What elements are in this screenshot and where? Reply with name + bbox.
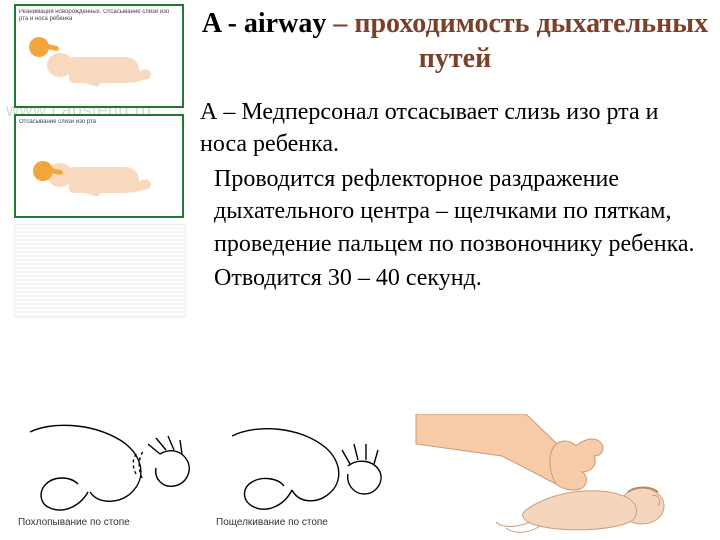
suction-bulb-icon: [33, 161, 53, 181]
panel-1-caption: Реанимация новорожденных. Отсасывание сл…: [19, 9, 179, 27]
panel-2-image: [19, 139, 179, 213]
slide-title: A - airway – проходимость дыхательных пу…: [200, 6, 710, 76]
lead-rest: Медперсонал отсасывает слизь изо рта и н…: [200, 99, 658, 157]
sketch-1-label: Похлопывание по стопе: [18, 517, 130, 528]
sketch-heel-flick: Пощелкивание по стопе: [208, 414, 398, 532]
suction-bulb-icon: [29, 37, 49, 57]
panel-1: Реанимация новорожденных. Отсасывание сл…: [14, 4, 184, 108]
slide-page: A - airway – проходимость дыхательных пу…: [0, 0, 720, 540]
sketch-heel-pat: Похлопывание по стопе: [10, 414, 200, 532]
title-part2: – проходимость дыхательных путей: [326, 8, 708, 74]
sketch-heel-flick-svg: [208, 414, 398, 532]
left-illustration-column: Реанимация новорожденных. Отсасывание сл…: [14, 4, 184, 318]
sketch-spine-stroke-svg: [406, 414, 706, 534]
lead-letter: А –: [200, 99, 235, 125]
body-text: А – Медперсонал отсасывает слизь изо рта…: [200, 96, 705, 296]
panel-2: Отсасывание слизи изо рта: [14, 114, 184, 218]
panel-2-caption: Отсасывание слизи изо рта: [19, 119, 179, 137]
sketch-2-label: Пощелкивание по стопе: [216, 517, 328, 528]
sketch-heel-pat-svg: [10, 414, 200, 532]
body-p2: Проводится рефлекторное раздражение дыха…: [200, 163, 705, 260]
bottom-illustrations: Похлопывание по стопе Пощелкивание по ст…: [10, 414, 710, 534]
sketch-spine-stroke: [406, 414, 706, 534]
title-part1: A - airway: [202, 8, 326, 39]
panel-3-placeholder: [14, 224, 186, 318]
body-lead: А – Медперсонал отсасывает слизь изо рта…: [200, 96, 705, 161]
panel-1-image: [19, 29, 179, 103]
body-p3: Отводится 30 – 40 секунд.: [200, 262, 705, 294]
